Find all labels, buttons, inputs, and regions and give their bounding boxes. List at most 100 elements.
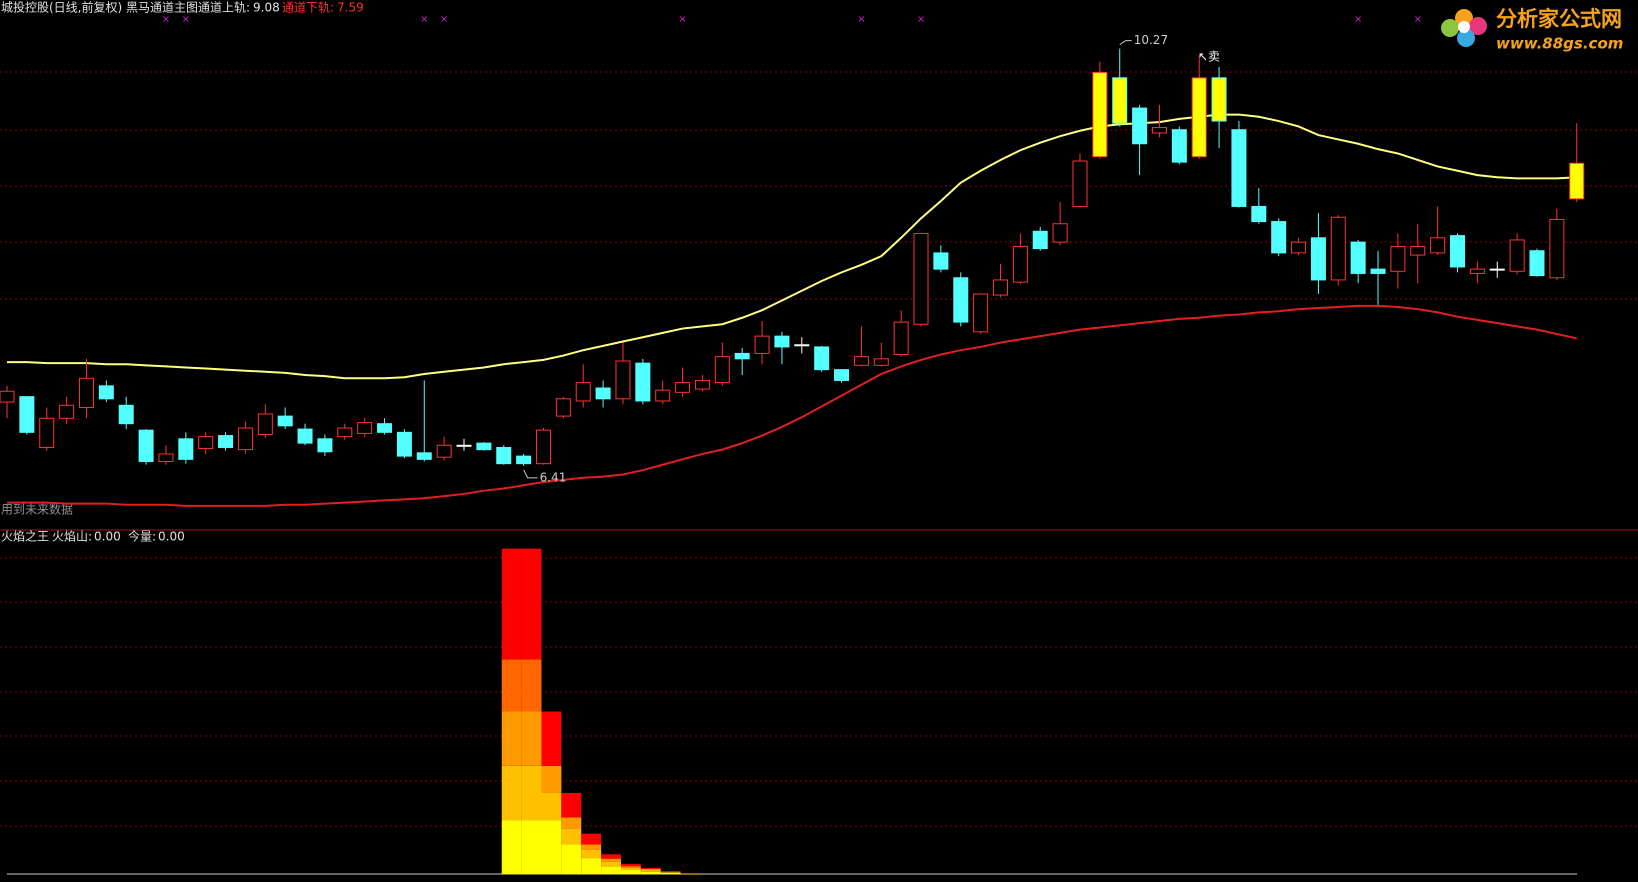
flame-segment — [680, 873, 701, 875]
flame-segment — [521, 711, 542, 766]
lower-value: 7.59 — [337, 1, 364, 15]
candle-body — [178, 438, 194, 460]
flame-segment — [561, 792, 582, 818]
sell-label: ↖卖 — [1198, 50, 1220, 64]
flame-segment — [620, 866, 641, 868]
signal-mark: × — [440, 14, 448, 25]
logo-center — [1458, 21, 1470, 33]
candle-body — [1012, 245, 1028, 283]
flame-segment — [601, 858, 621, 862]
candle-body — [1072, 160, 1088, 207]
candle-body — [1251, 205, 1267, 223]
candle-body — [893, 321, 909, 356]
lower-label: 通道下轨: — [282, 1, 334, 15]
logo-petal — [1469, 17, 1487, 35]
candle-body — [1052, 223, 1068, 243]
flame-segment — [521, 659, 542, 712]
flame-segment — [620, 867, 641, 871]
flame-segment — [601, 861, 621, 867]
flame-segment — [581, 833, 602, 845]
candle-body — [873, 358, 889, 366]
candle-body — [655, 389, 671, 402]
candle-body — [39, 417, 55, 448]
signal-mark: × — [678, 14, 686, 25]
annotation-leader — [1119, 40, 1132, 46]
candle-body — [615, 360, 631, 400]
candle-body — [377, 423, 393, 433]
flame-segment — [640, 868, 661, 871]
candle-body — [416, 452, 432, 460]
flame-segment — [660, 871, 681, 873]
signal-mark: × — [420, 14, 428, 25]
candle-body — [1191, 77, 1207, 158]
logo-petal — [1455, 9, 1473, 27]
flame-segment — [660, 872, 681, 873]
candle-body — [1310, 237, 1326, 281]
flame-segment — [581, 858, 602, 875]
flame-segment — [620, 864, 641, 867]
candle-body — [535, 429, 551, 465]
flame-segment — [501, 659, 522, 712]
candle-body — [218, 435, 234, 448]
candle-body — [0, 390, 15, 403]
candle-body — [1330, 216, 1346, 281]
candle-body — [1032, 230, 1048, 250]
candle-body — [1390, 245, 1406, 272]
candle-body — [973, 293, 989, 333]
flame-segment — [501, 820, 522, 875]
candle-body — [317, 438, 333, 453]
candle-body — [158, 453, 174, 463]
upper-value: 9.08 — [253, 1, 280, 15]
candle-body — [1469, 268, 1485, 274]
candle-body — [774, 335, 790, 348]
flame-segment — [581, 849, 602, 859]
flame-segment — [601, 854, 621, 859]
candle-body — [714, 356, 730, 384]
flame-segment — [521, 548, 542, 660]
band-line — [7, 304, 1577, 507]
candle-body — [198, 436, 214, 450]
candle-body — [1410, 245, 1426, 256]
upper-label: 通道上轨: — [198, 1, 250, 15]
candle-body — [953, 277, 969, 323]
candle-body — [1569, 162, 1585, 200]
note: 用到未来数据 — [1, 502, 73, 517]
readout-label: 今量: — [128, 529, 156, 544]
candle-body — [297, 428, 313, 444]
flame-segment — [640, 870, 661, 872]
candle-body — [496, 446, 512, 465]
candle-body — [1112, 77, 1128, 124]
flame-segment — [620, 870, 641, 875]
candle-body — [1211, 77, 1227, 122]
candle-body — [595, 387, 611, 400]
signal-mark: × — [857, 14, 865, 25]
candle-body — [436, 444, 452, 458]
candle-body — [555, 398, 571, 417]
candle-body — [1509, 239, 1525, 272]
flame-segment — [561, 828, 582, 845]
flame-segment — [561, 844, 582, 875]
flame-segment — [561, 817, 582, 829]
grid — [0, 71, 1638, 875]
candle-body — [476, 442, 492, 451]
flame-segment — [501, 548, 522, 660]
candle-body — [237, 427, 253, 451]
title: 城投控股(日线,前复权) 黑马通道主图 — [1, 0, 198, 15]
candle-body — [635, 362, 651, 402]
flame-segment — [640, 867, 661, 869]
candle-body — [257, 413, 273, 435]
flame-segment — [660, 871, 681, 872]
candle-body — [118, 404, 134, 425]
candle-body — [933, 252, 949, 270]
candle-body — [357, 422, 373, 434]
flame-segment — [640, 871, 661, 875]
candle-body — [754, 335, 770, 354]
candle-body — [19, 396, 35, 433]
logo-name: 分析家公式网 — [1496, 7, 1622, 31]
candle-body — [277, 415, 293, 427]
candle-body — [794, 344, 810, 347]
panel-title: 火焰之王 — [1, 529, 49, 544]
candle-body — [993, 279, 1008, 296]
candle-body — [1489, 268, 1505, 271]
